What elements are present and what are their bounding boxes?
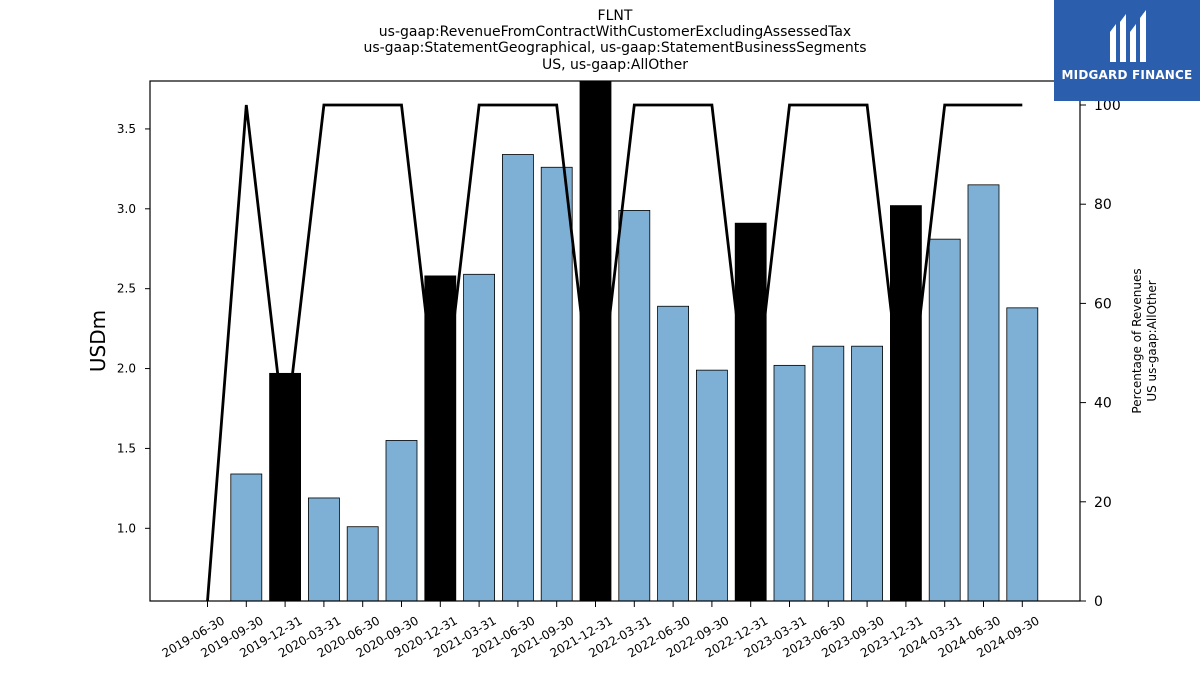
y-right-tick-label: 40 <box>1094 396 1112 412</box>
bar-2020-09-30 <box>385 440 418 602</box>
bar-2024-09-30 <box>1006 307 1039 602</box>
chart-title: FLNT us-gaap:RevenueFromContractWithCust… <box>363 8 866 73</box>
logo-icon <box>1054 0 1200 101</box>
bar-2023-12-31 <box>890 205 922 602</box>
bars-layer <box>230 80 1039 602</box>
bar-2023-03-31 <box>773 364 806 602</box>
bar-2022-12-31 <box>734 222 767 602</box>
bar-2019-12-31 <box>269 372 302 602</box>
y-axis-right-label-line-1: Percentage of Revenues <box>1130 268 1144 413</box>
y-left-tick-label: 1.5 <box>117 441 136 455</box>
bar-2022-06-30 <box>657 305 689 602</box>
bar-2022-03-31 <box>618 210 651 602</box>
bar-2020-06-30 <box>346 526 379 602</box>
bar-2024-03-31 <box>928 238 961 602</box>
bar-2024-06-30 <box>967 184 1000 602</box>
bar-2020-03-31 <box>307 497 340 602</box>
plot-frame <box>149 80 1081 602</box>
y-left-tick-label: 3.0 <box>117 202 136 216</box>
y-axis-right-label-line-2: US us-gaap:AllOther <box>1145 280 1159 401</box>
y-right-tick-label: 100 <box>1094 98 1121 114</box>
y-axis-left-label: USDm <box>86 310 110 372</box>
percentage-line <box>206 103 1023 602</box>
y-left-tick-label: 2.0 <box>117 362 136 376</box>
logo-text: MIDGARD FINANCE <box>1061 68 1193 82</box>
y-axis-left: 1.0 1.5 2.0 2.5 3.0 3.5 <box>117 122 150 535</box>
bar-2019-09-30 <box>230 473 263 602</box>
y-right-tick-label: 60 <box>1094 296 1112 312</box>
y-axis-right: 0 20 40 60 80 100 <box>1080 98 1121 610</box>
bar-2021-03-31 <box>463 273 496 602</box>
y-right-tick-label: 80 <box>1094 197 1112 213</box>
y-left-tick-label: 1.0 <box>117 521 136 535</box>
bar-2023-06-30 <box>812 345 845 602</box>
bar-2023-09-30 <box>851 345 883 602</box>
bar-2021-06-30 <box>501 154 534 602</box>
y-right-tick-label: 0 <box>1094 594 1103 610</box>
title-line-1: FLNT <box>598 8 633 24</box>
bar-2020-12-31 <box>424 275 457 602</box>
title-line-4: US, us-gaap:AllOther <box>542 57 688 73</box>
title-line-3: us-gaap:StatementGeographical, us-gaap:S… <box>363 40 866 56</box>
y-left-tick-label: 3.5 <box>117 122 136 136</box>
midgard-finance-logo: MIDGARD FINANCE <box>1054 0 1200 101</box>
y-left-tick-label: 2.5 <box>117 282 136 296</box>
line-layer <box>206 103 1023 602</box>
x-axis: 2019-06-302019-09-302019-12-312020-03-31… <box>160 601 1042 660</box>
bar-2022-09-30 <box>696 369 728 602</box>
bar-2021-09-30 <box>540 166 573 602</box>
y-right-tick-label: 20 <box>1094 495 1112 511</box>
title-line-2: us-gaap:RevenueFromContractWithCustomerE… <box>379 24 851 40</box>
